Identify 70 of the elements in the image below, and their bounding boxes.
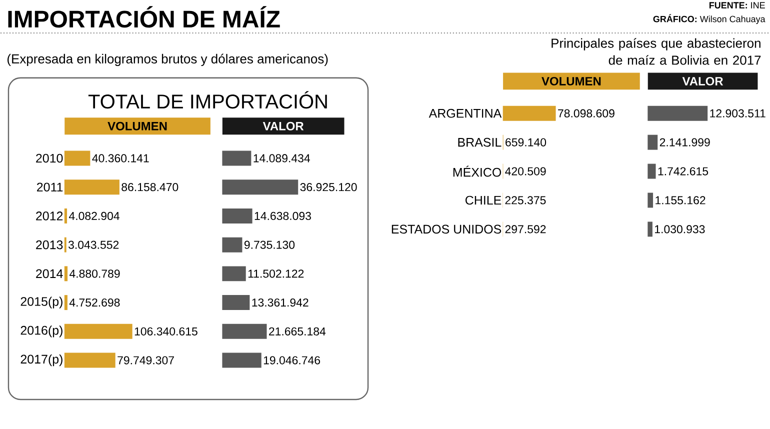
bar (222, 266, 246, 281)
data-label: 4.752.698 (69, 298, 120, 306)
data-label: 9.735.130 (244, 240, 295, 249)
text: TOTAL DE IMPORTACIÓN (88, 90, 327, 108)
y-tick-label: 2011 (37, 182, 63, 192)
chart-title: VOLUMEN (108, 122, 167, 130)
bar (64, 266, 68, 281)
bar (648, 106, 708, 121)
data-label: 86.158.470 (122, 182, 178, 191)
data-label: 19.046.746 (264, 356, 320, 364)
data-label: 1.742.615 (658, 166, 708, 176)
data-label: 297.592 (505, 224, 546, 234)
text: Principales países que abastecieron de maíz a Bolivia en 2017 (552, 38, 761, 65)
bar (222, 237, 242, 252)
bar (64, 324, 132, 339)
data-label: 659.140 (506, 138, 546, 146)
bar (64, 179, 120, 194)
chart-title: VALOR (262, 122, 304, 130)
chart-title: VOLUMEN (542, 76, 601, 86)
bar (64, 294, 68, 310)
bar (648, 164, 656, 179)
bar (648, 221, 652, 236)
bar (648, 192, 654, 208)
data-label: 4.880.789 (70, 269, 120, 278)
bar (222, 294, 250, 310)
text: (Expresada en kilogramos brutos y dólares americanos) (7, 54, 328, 66)
y-tick-label: 2015(p) (20, 296, 62, 308)
data-label: 11.502.122 (248, 269, 304, 278)
data-label: 12.903.511 (710, 109, 766, 118)
y-tick-label: 2013 (36, 240, 63, 250)
data-label: 225.375 (505, 196, 546, 204)
data-label: 2.141.999 (660, 138, 710, 146)
bar (648, 134, 658, 150)
bar (222, 352, 262, 368)
data-label: 14.089.434 (254, 154, 310, 162)
y-tick-label: 2016(p) (20, 325, 62, 337)
data-label: 4.082.904 (68, 212, 120, 220)
data-label: 79.749.307 (118, 356, 174, 364)
bar (64, 208, 68, 224)
bar (64, 352, 116, 368)
text: GRÁFICO: Wilson Cahuaya (653, 14, 766, 24)
y-tick-label: MÉXICO (453, 166, 502, 177)
bar (64, 150, 90, 166)
y-tick-label: 2014 (36, 269, 63, 278)
bar (502, 106, 556, 121)
y-tick-label: BRASIL (458, 138, 502, 147)
data-label: 1.155.162 (656, 196, 706, 204)
chart-title: VALOR (682, 76, 724, 86)
y-tick-label: CHILE (466, 196, 502, 204)
bar (222, 150, 252, 166)
data-label: 420.509 (505, 166, 546, 176)
y-tick-label: 2012 (36, 211, 63, 220)
y-tick-label: 2017(p) (20, 354, 62, 366)
bar (222, 324, 267, 339)
data-label: 36.925.120 (300, 182, 357, 191)
data-label: 1.030.933 (655, 224, 705, 234)
data-label: 14.638.093 (254, 212, 311, 220)
y-tick-label: 2010 (36, 154, 63, 162)
data-label: 13.361.942 (252, 298, 308, 306)
y-tick-label: ESTADOS UNIDOS (392, 224, 502, 234)
data-label: 106.340.615 (134, 327, 198, 336)
text: IMPORTACIÓN DE MAÍZ (8, 6, 280, 28)
data-label: 21.665.184 (269, 327, 326, 336)
bar (222, 179, 298, 194)
data-label: 3.043.552 (68, 240, 119, 249)
text: FUENTE: INE (709, 2, 765, 8)
data-label: 78.098.609 (558, 109, 614, 118)
y-tick-label: ARGENTINA (428, 108, 502, 118)
bar (222, 208, 252, 224)
data-label: 40.360.141 (92, 154, 149, 162)
